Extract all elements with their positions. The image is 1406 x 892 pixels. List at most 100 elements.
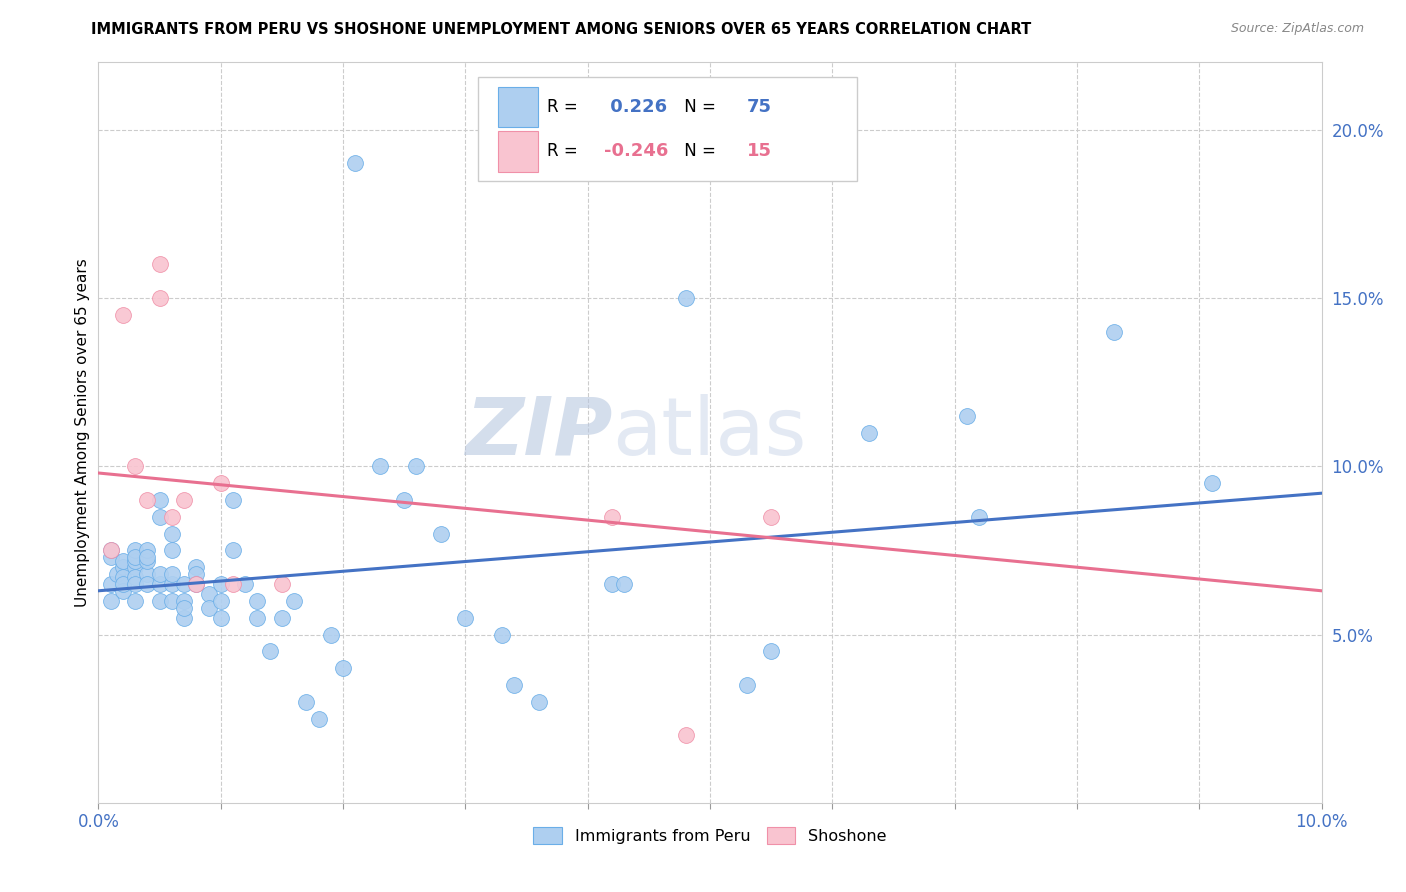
Point — [491, 627, 513, 641]
Point — [173, 594, 195, 608]
Point — [186, 577, 208, 591]
Point — [136, 566, 159, 581]
Point — [160, 577, 183, 591]
Point — [392, 492, 416, 507]
Point — [735, 678, 758, 692]
Text: 15: 15 — [747, 143, 772, 161]
Point — [209, 610, 232, 624]
Point — [111, 553, 134, 567]
Point — [430, 526, 453, 541]
Y-axis label: Unemployment Among Seniors over 65 years: Unemployment Among Seniors over 65 years — [75, 259, 90, 607]
Point — [100, 550, 122, 565]
Point — [759, 509, 782, 524]
Point — [222, 492, 245, 507]
Text: atlas: atlas — [612, 393, 807, 472]
Point — [100, 577, 122, 591]
Point — [136, 577, 159, 591]
Point — [209, 577, 232, 591]
Point — [160, 594, 183, 608]
Point — [600, 509, 623, 524]
Point — [149, 492, 172, 507]
Point — [308, 712, 330, 726]
Point — [124, 594, 146, 608]
Point — [858, 425, 880, 440]
Text: N =: N = — [679, 143, 721, 161]
Point — [149, 291, 172, 305]
Point — [136, 550, 159, 565]
Point — [173, 600, 195, 615]
Point — [136, 492, 159, 507]
Point — [111, 583, 134, 598]
Point — [111, 560, 134, 574]
Point — [100, 594, 122, 608]
Point — [209, 476, 232, 491]
Point — [124, 560, 146, 574]
Point — [124, 577, 146, 591]
Text: R =: R = — [547, 143, 583, 161]
Point — [613, 577, 636, 591]
Point — [149, 257, 172, 271]
Point — [105, 566, 128, 581]
Point — [527, 695, 550, 709]
Point — [675, 729, 697, 743]
Point — [197, 587, 219, 601]
Text: R =: R = — [547, 98, 583, 116]
Point — [124, 543, 146, 558]
Point — [100, 543, 122, 558]
Point — [259, 644, 281, 658]
Point — [111, 308, 134, 322]
Point — [675, 291, 697, 305]
Point — [368, 459, 391, 474]
Point — [149, 594, 172, 608]
Point — [246, 610, 269, 624]
Point — [283, 594, 305, 608]
Text: -0.246: -0.246 — [603, 143, 668, 161]
Point — [124, 553, 146, 567]
Text: IMMIGRANTS FROM PERU VS SHOSHONE UNEMPLOYMENT AMONG SENIORS OVER 65 YEARS CORREL: IMMIGRANTS FROM PERU VS SHOSHONE UNEMPLO… — [91, 22, 1032, 37]
Point — [160, 566, 183, 581]
Point — [136, 543, 159, 558]
Point — [332, 661, 354, 675]
Point — [124, 570, 146, 584]
Point — [124, 459, 146, 474]
Point — [149, 577, 172, 591]
Text: Source: ZipAtlas.com: Source: ZipAtlas.com — [1230, 22, 1364, 36]
Text: N =: N = — [679, 98, 721, 116]
Point — [160, 509, 183, 524]
Point — [1201, 476, 1223, 491]
Point — [270, 577, 292, 591]
Point — [344, 156, 367, 170]
Point — [173, 577, 195, 591]
Point — [1102, 325, 1125, 339]
Point — [246, 594, 269, 608]
Legend: Immigrants from Peru, Shoshone: Immigrants from Peru, Shoshone — [527, 820, 893, 850]
Point — [149, 509, 172, 524]
FancyBboxPatch shape — [478, 78, 856, 181]
Point — [759, 644, 782, 658]
Point — [124, 550, 146, 565]
Point — [222, 577, 245, 591]
Point — [186, 577, 208, 591]
Point — [956, 409, 979, 423]
FancyBboxPatch shape — [498, 131, 537, 171]
Point — [149, 566, 172, 581]
Point — [600, 577, 623, 591]
Text: 0.226: 0.226 — [603, 98, 666, 116]
Point — [186, 560, 208, 574]
Point — [222, 543, 245, 558]
Point — [160, 526, 183, 541]
Point — [100, 543, 122, 558]
Point — [270, 610, 292, 624]
Point — [233, 577, 256, 591]
Point — [111, 577, 134, 591]
Point — [160, 543, 183, 558]
Point — [209, 594, 232, 608]
Point — [111, 570, 134, 584]
Point — [173, 610, 195, 624]
Point — [173, 492, 195, 507]
Point — [405, 459, 427, 474]
Point — [967, 509, 990, 524]
FancyBboxPatch shape — [498, 87, 537, 128]
Point — [319, 627, 342, 641]
Text: 75: 75 — [747, 98, 772, 116]
